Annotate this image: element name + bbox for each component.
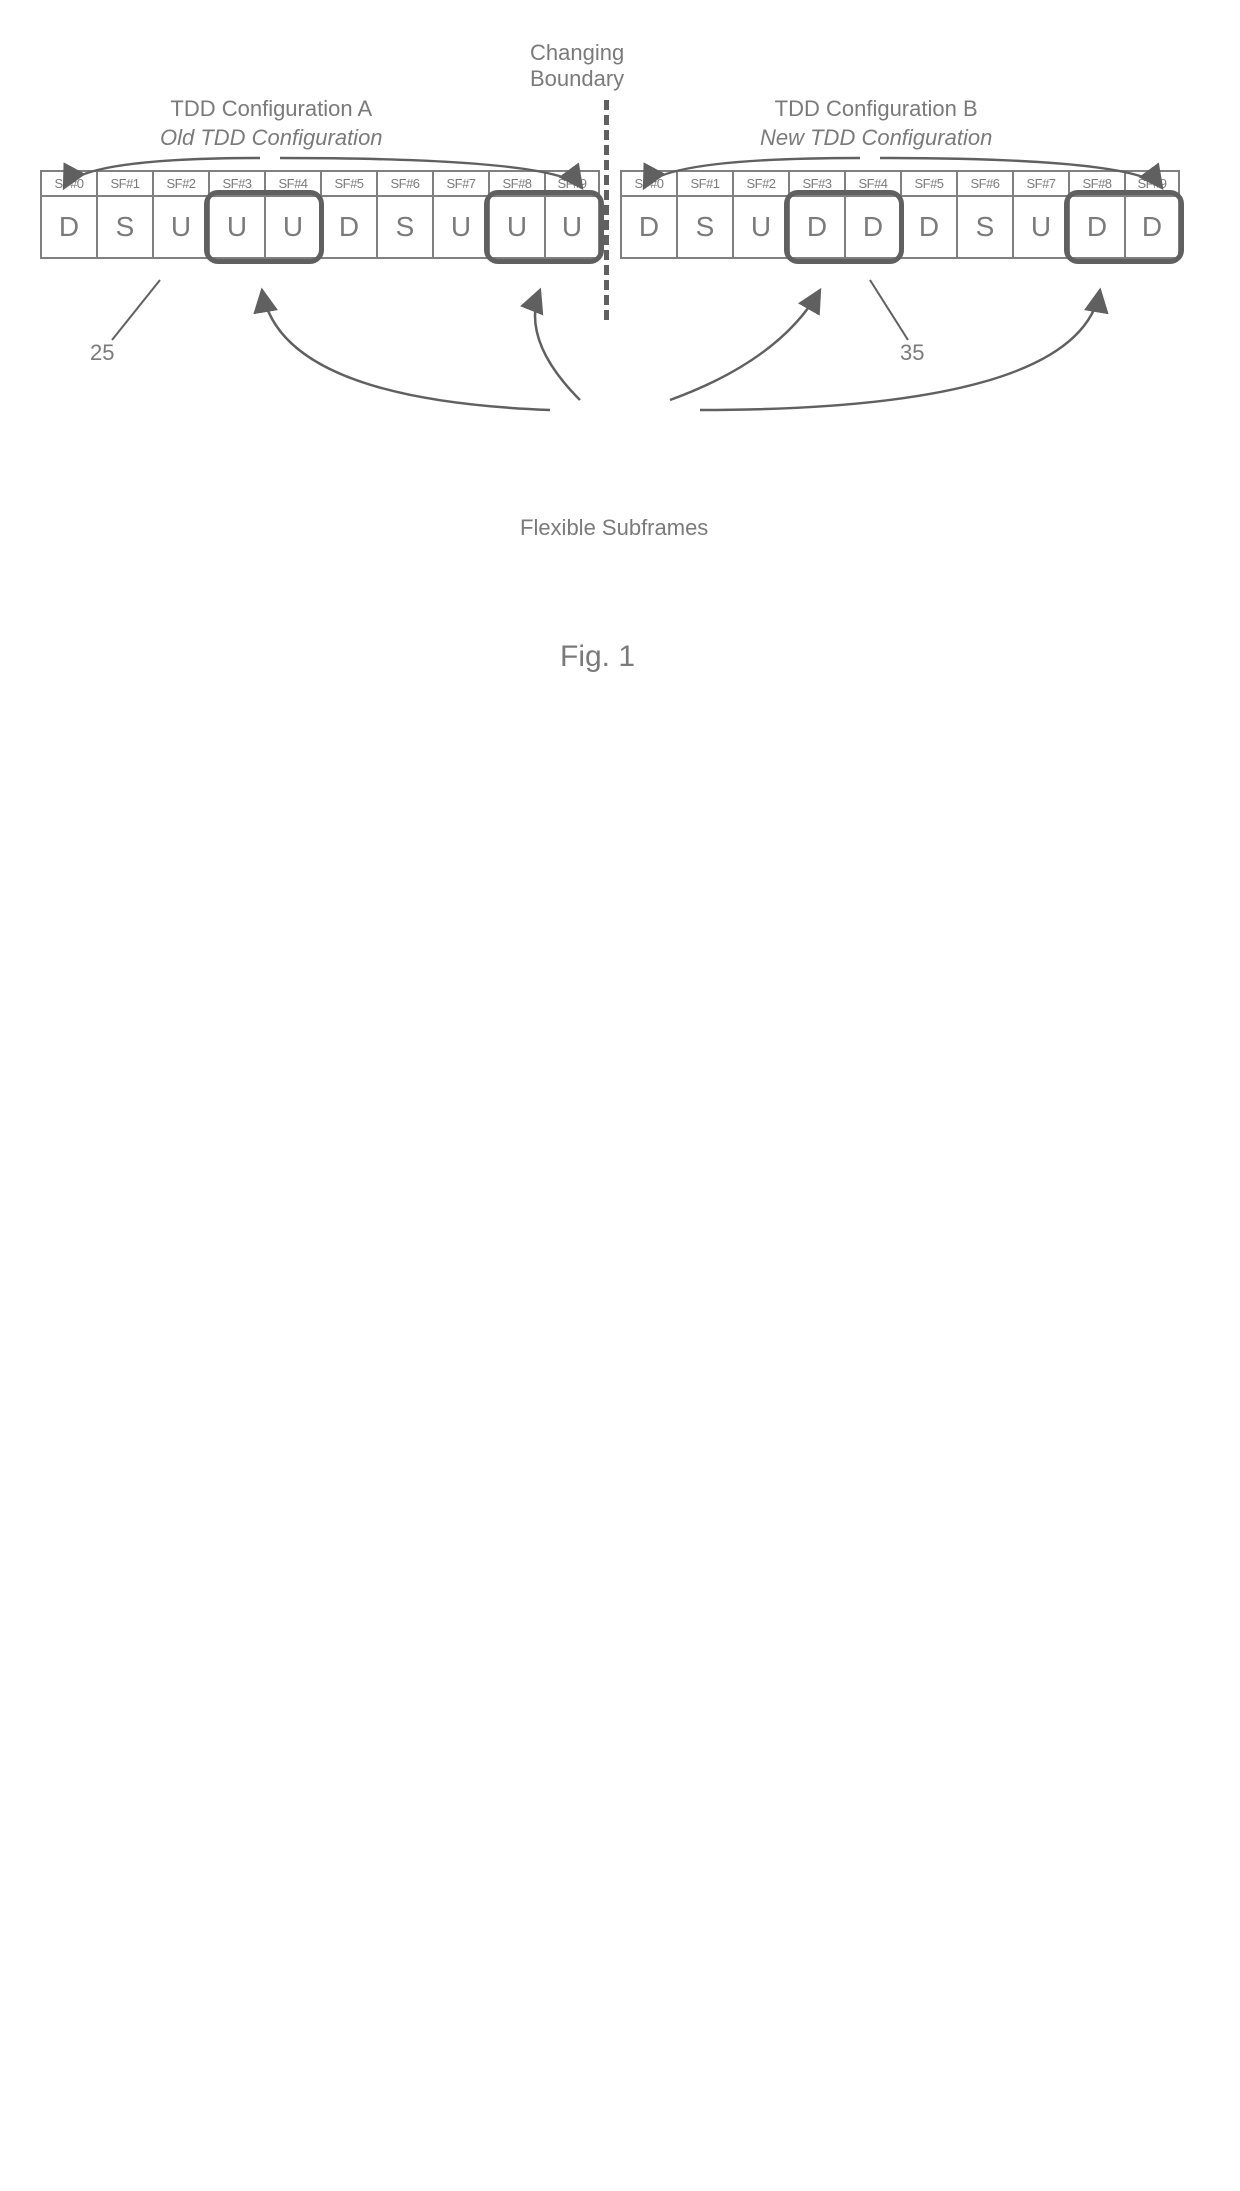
frame-b-values: DSUDDDSUDD [620,195,1180,259]
boundary-line [604,100,609,320]
sf-header: SF#4 [844,170,900,195]
sf-value: D [620,195,676,259]
flexible-subframes-label: Flexible Subframes [520,515,708,541]
sf-value: S [956,195,1012,259]
sf-header: SF#3 [788,170,844,195]
sf-header: SF#1 [676,170,732,195]
sf-value: D [40,195,96,259]
config-a-title: TDD Configuration A [170,96,372,121]
figure-label: Fig. 1 [560,640,635,674]
boundary-line2: Boundary [530,66,624,91]
sf-value: U [488,195,544,259]
frame-b: SF#0SF#1SF#2SF#3SF#4SF#5SF#6SF#7SF#8SF#9… [620,170,1180,259]
sf-header: SF#6 [956,170,1012,195]
config-b-title: TDD Configuration B [775,96,978,121]
config-b-subtitle: New TDD Configuration [760,124,992,153]
sf-header: SF#0 [40,170,96,195]
sf-header: SF#4 [264,170,320,195]
sf-value: U [432,195,488,259]
sf-value: U [732,195,788,259]
sf-value: U [264,195,320,259]
frame-b-headers: SF#0SF#1SF#2SF#3SF#4SF#5SF#6SF#7SF#8SF#9 [620,170,1180,195]
sf-header: SF#7 [432,170,488,195]
changing-boundary-label: Changing Boundary [530,40,624,93]
sf-header: SF#6 [376,170,432,195]
sf-header: SF#7 [1012,170,1068,195]
frame-a-values: DSUUUDSUUU [40,195,600,259]
sf-header: SF#0 [620,170,676,195]
sf-header: SF#5 [900,170,956,195]
sf-value: D [788,195,844,259]
sf-value: D [320,195,376,259]
sf-value: U [544,195,600,259]
sf-value: U [152,195,208,259]
sf-header: SF#3 [208,170,264,195]
sf-header: SF#2 [152,170,208,195]
sf-value: U [208,195,264,259]
sf-value: D [844,195,900,259]
sf-value: U [1012,195,1068,259]
sf-header: SF#8 [488,170,544,195]
frame-a-headers: SF#0SF#1SF#2SF#3SF#4SF#5SF#6SF#7SF#8SF#9 [40,170,600,195]
sf-header: SF#9 [1124,170,1180,195]
sf-header: SF#1 [96,170,152,195]
config-b-label: TDD Configuration B New TDD Configuratio… [760,95,992,152]
sf-value: D [900,195,956,259]
config-a-label: TDD Configuration A Old TDD Configuratio… [160,95,383,152]
boundary-line1: Changing [530,40,624,65]
frame-a: SF#0SF#1SF#2SF#3SF#4SF#5SF#6SF#7SF#8SF#9… [40,170,600,259]
sf-header: SF#8 [1068,170,1124,195]
ref-25: 25 [90,340,114,366]
sf-header: SF#2 [732,170,788,195]
sf-header: SF#5 [320,170,376,195]
sf-value: S [376,195,432,259]
sf-header: SF#9 [544,170,600,195]
config-a-subtitle: Old TDD Configuration [160,124,383,153]
sf-value: D [1068,195,1124,259]
sf-value: S [96,195,152,259]
sf-value: S [676,195,732,259]
ref-35: 35 [900,340,924,366]
sf-value: D [1124,195,1180,259]
